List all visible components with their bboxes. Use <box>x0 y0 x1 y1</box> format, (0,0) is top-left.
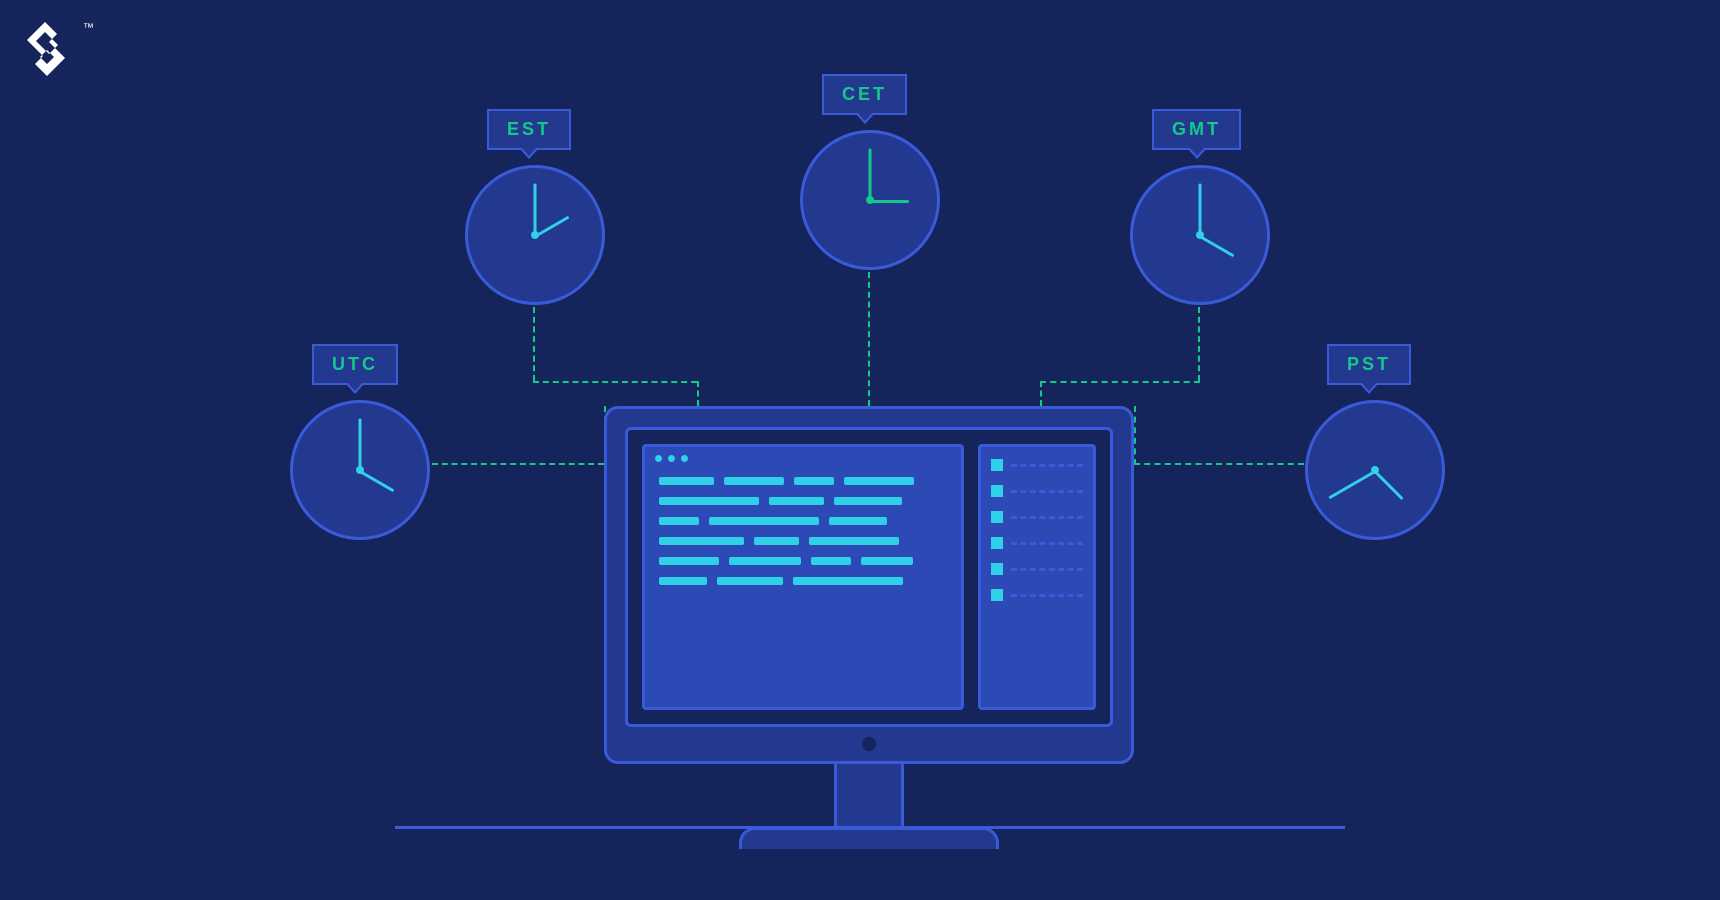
side-bullet <box>991 589 1003 601</box>
code-line <box>659 577 947 585</box>
code-line <box>659 557 947 565</box>
code-segment <box>659 557 719 565</box>
timezone-tag-est: EST <box>487 109 571 150</box>
minute-hand <box>534 183 537 236</box>
ground-line <box>395 826 1345 829</box>
window-controls <box>655 455 688 462</box>
code-segment <box>811 557 851 565</box>
monitor-frame <box>604 406 1134 764</box>
logo-glyph <box>27 22 65 76</box>
code-segment <box>659 477 714 485</box>
clock-center <box>531 231 539 239</box>
side-panel-row <box>991 485 1083 497</box>
connector-line <box>533 381 697 383</box>
timezone-label: CET <box>842 84 887 104</box>
code-segment <box>794 477 834 485</box>
side-panel-row <box>991 459 1083 471</box>
code-segment <box>793 577 903 585</box>
code-segment <box>861 557 913 565</box>
clock-center <box>866 196 874 204</box>
code-segment <box>659 497 759 505</box>
connector-line <box>432 463 604 465</box>
side-panel-row <box>991 589 1083 601</box>
side-bullet <box>991 459 1003 471</box>
code-line <box>659 537 947 545</box>
monitor-stand-base <box>739 827 999 849</box>
clock-cet <box>800 130 940 270</box>
code-segment <box>659 517 699 525</box>
side-bullet <box>991 485 1003 497</box>
trademark-symbol: ™ <box>83 22 94 34</box>
side-bullet <box>991 511 1003 523</box>
side-panel-row <box>991 563 1083 575</box>
side-bullet <box>991 563 1003 575</box>
connector-line <box>1198 307 1200 381</box>
monitor-power-button <box>862 737 876 751</box>
connector-line <box>1040 381 1200 383</box>
side-dash <box>1011 464 1083 467</box>
brand-logo: ™ <box>25 20 81 89</box>
code-line <box>659 477 947 485</box>
timezone-label: UTC <box>332 354 378 374</box>
code-segment <box>829 517 887 525</box>
connector-line <box>1134 463 1304 465</box>
clock-center <box>356 466 364 474</box>
timezone-tag-gmt: GMT <box>1152 109 1241 150</box>
code-segment <box>754 537 799 545</box>
code-segment <box>659 537 744 545</box>
connector-line <box>697 381 699 406</box>
side-dash <box>1011 490 1083 493</box>
side-panel <box>978 444 1096 710</box>
code-segment <box>769 497 824 505</box>
side-dash <box>1011 516 1083 519</box>
code-segment <box>709 517 819 525</box>
code-segment <box>809 537 899 545</box>
timezone-tag-utc: UTC <box>312 344 398 385</box>
hour-hand <box>870 200 909 203</box>
timezone-label: GMT <box>1172 119 1221 139</box>
side-dash <box>1011 594 1083 597</box>
code-segment <box>834 497 902 505</box>
hour-hand <box>359 470 394 492</box>
code-segment <box>659 577 707 585</box>
hour-hand <box>1199 235 1234 257</box>
code-window <box>642 444 964 710</box>
monitor <box>604 406 1134 849</box>
code-line <box>659 497 947 505</box>
clock-center <box>1371 466 1379 474</box>
code-segment <box>724 477 784 485</box>
connector-line <box>1040 381 1042 406</box>
code-line <box>659 517 947 525</box>
minute-hand <box>1199 183 1202 236</box>
minute-hand <box>359 418 362 471</box>
clock-est <box>465 165 605 305</box>
infographic-stage: ™ UTC EST CET GMT PST <box>0 0 1720 900</box>
hour-hand <box>534 216 569 238</box>
code-segment <box>729 557 801 565</box>
timezone-tag-pst: PST <box>1327 344 1411 385</box>
side-bullet <box>991 537 1003 549</box>
monitor-screen <box>625 427 1113 727</box>
side-panel-row <box>991 511 1083 523</box>
clock-gmt <box>1130 165 1270 305</box>
minute-hand <box>869 148 872 201</box>
connector-line <box>868 272 870 406</box>
minute-hand <box>1328 470 1376 499</box>
timezone-label: PST <box>1347 354 1391 374</box>
hour-hand <box>1374 470 1404 500</box>
clock-pst <box>1305 400 1445 540</box>
timezone-tag-cet: CET <box>822 74 907 115</box>
connector-line <box>533 307 535 381</box>
side-panel-row <box>991 537 1083 549</box>
monitor-stand-neck <box>834 764 904 828</box>
code-segment <box>844 477 914 485</box>
side-dash <box>1011 568 1083 571</box>
clock-utc <box>290 400 430 540</box>
connector-line <box>1134 406 1136 465</box>
code-segment <box>717 577 783 585</box>
side-dash <box>1011 542 1083 545</box>
clock-center <box>1196 231 1204 239</box>
timezone-label: EST <box>507 119 551 139</box>
